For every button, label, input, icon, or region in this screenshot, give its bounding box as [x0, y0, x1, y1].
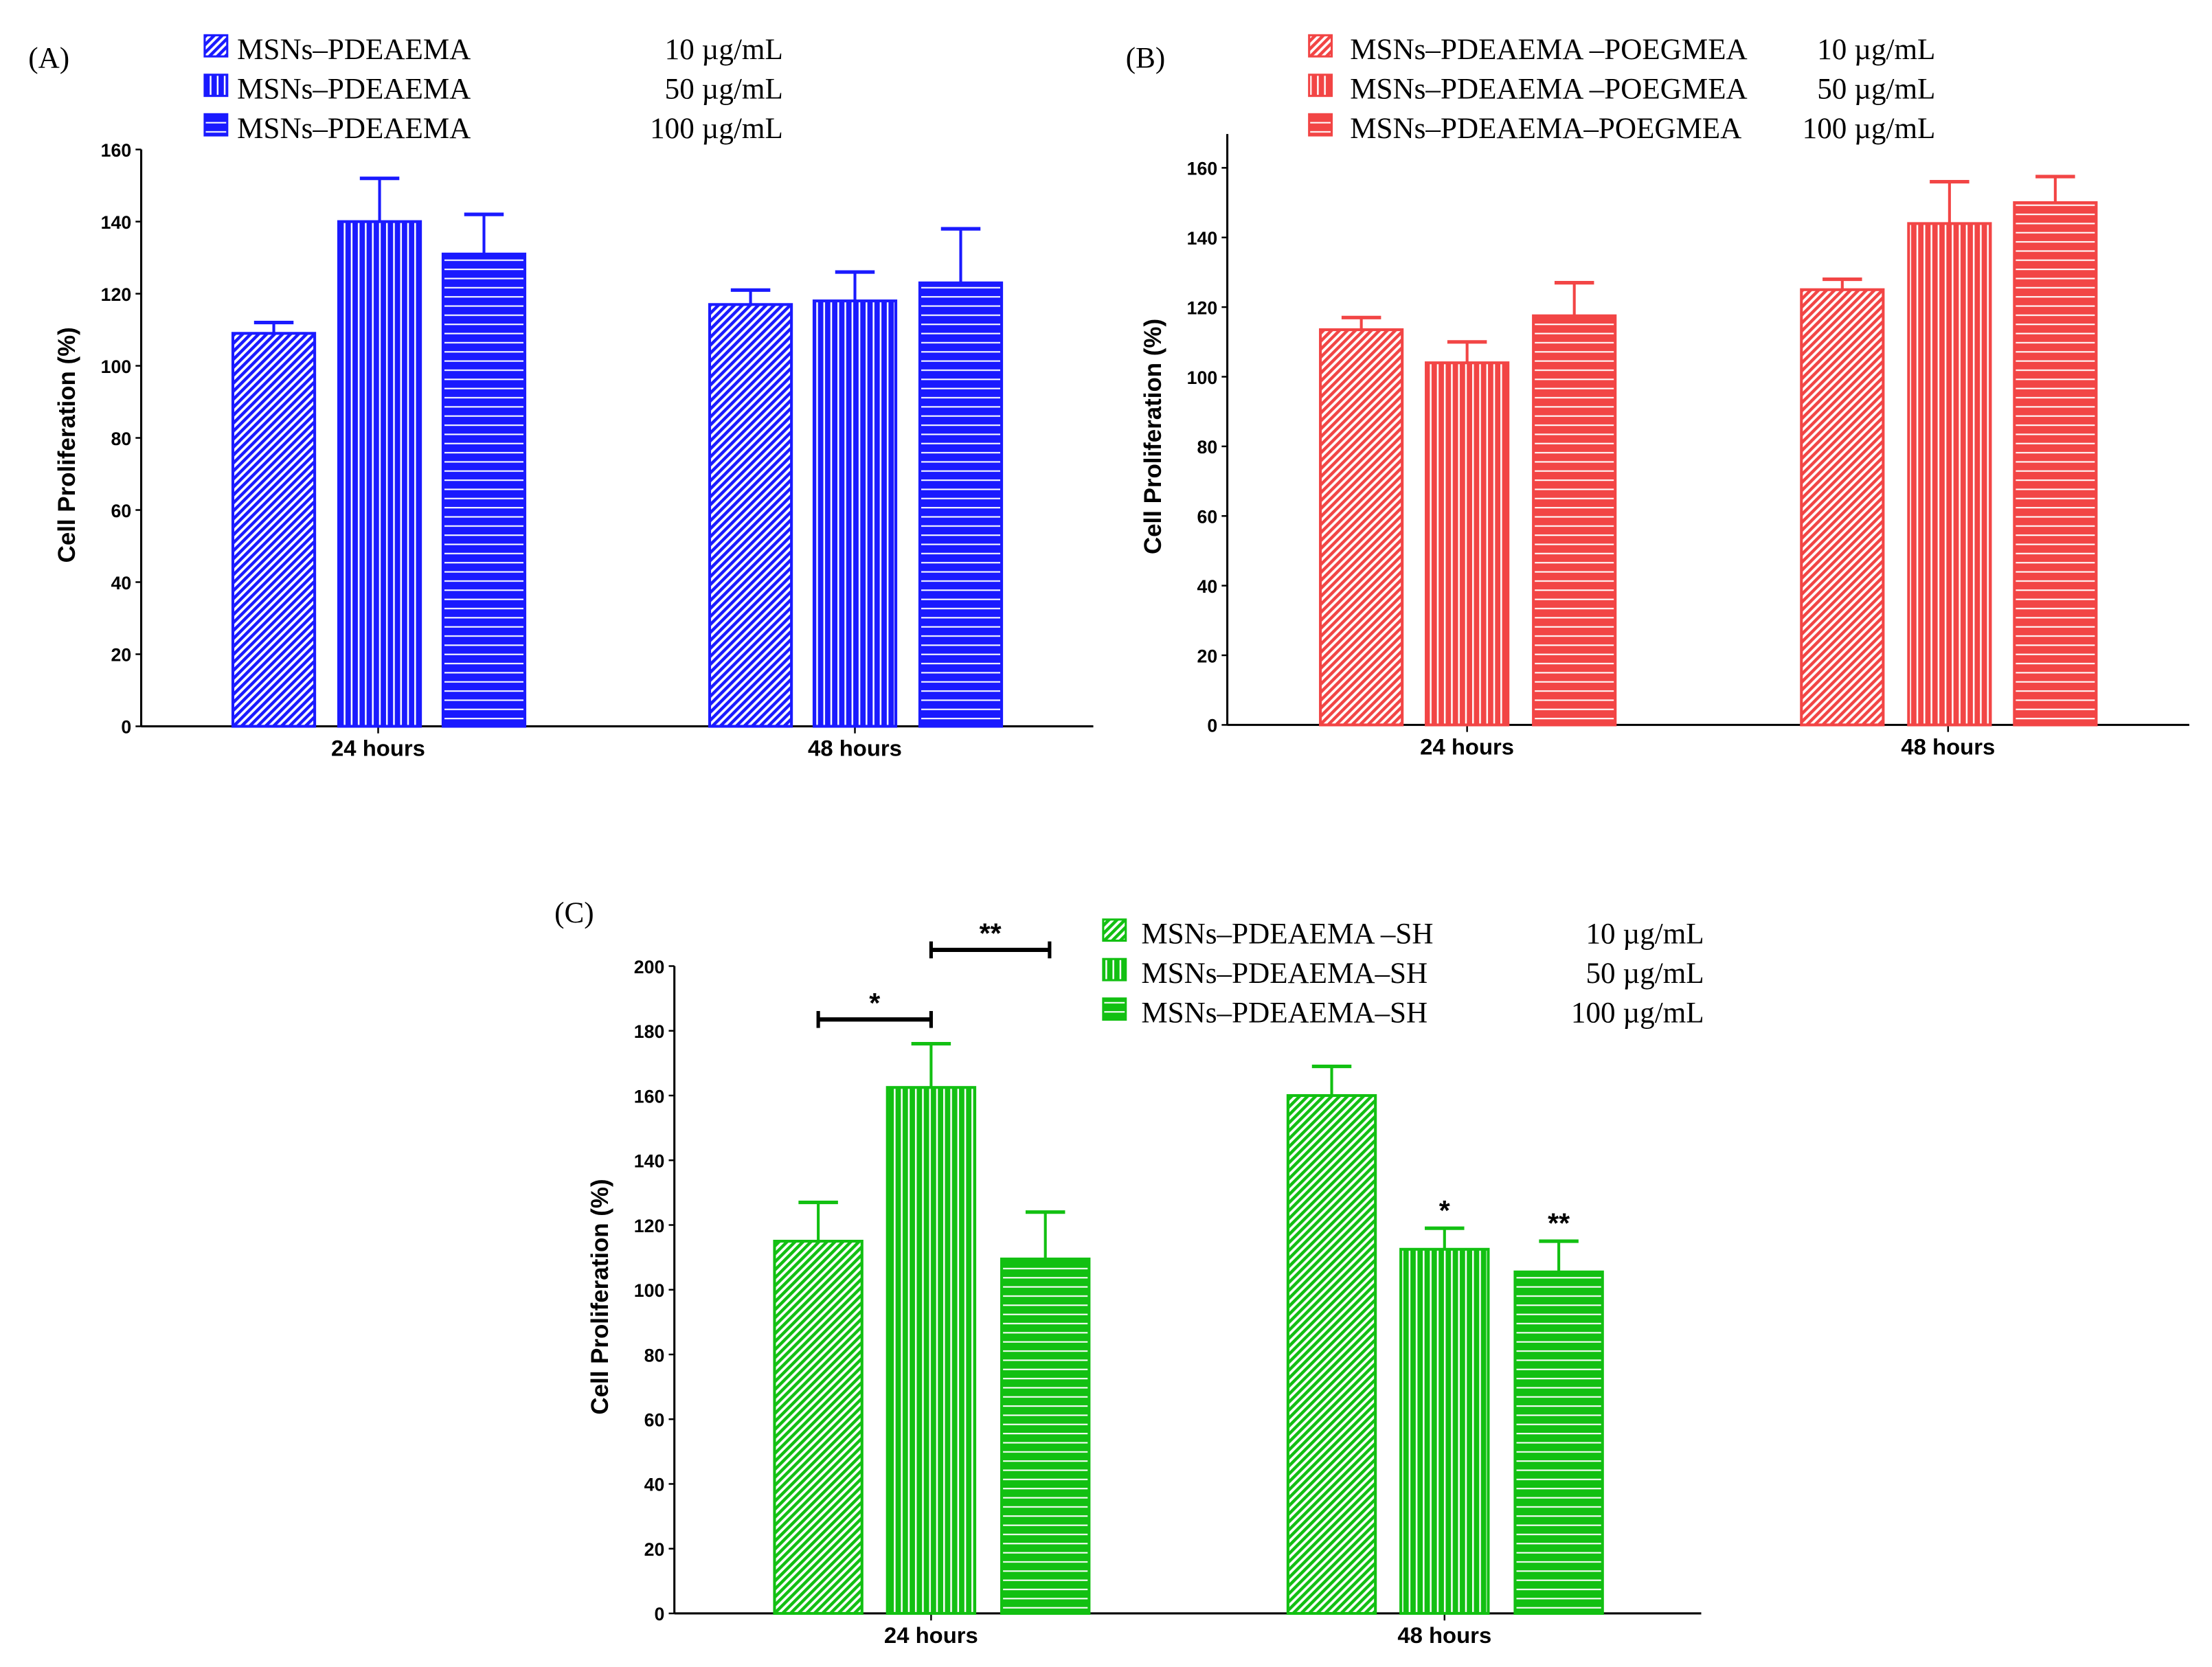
y-tick-label: 100: [101, 356, 132, 377]
legend-concentration: 10 µg/mL: [665, 34, 783, 66]
bar-vertical-1: [1907, 222, 1992, 727]
legend-concentration: 100 µg/mL: [650, 113, 783, 145]
bar-horizontal-1: [2013, 201, 2098, 727]
legend-label: MSNs–PDEAEMA –SH: [1141, 918, 1433, 951]
y-axis-title: Cell Proliferation (%): [1140, 319, 1166, 554]
y-tick-label: 160: [634, 1086, 665, 1107]
legend-concentration: 50 µg/mL: [1817, 73, 1935, 106]
y-tick-label: 160: [1187, 159, 1218, 179]
y-tick-label: 120: [1187, 297, 1218, 318]
legend-concentration: 10 µg/mL: [1585, 918, 1704, 951]
bar-vertical-0: [885, 1086, 977, 1615]
x-tick-label: 48 hours: [1397, 1622, 1491, 1648]
bar-diagonal-0: [231, 332, 317, 728]
y-tick-label: 120: [634, 1216, 665, 1236]
y-tick-label: 120: [101, 284, 132, 305]
y-tick-label: 80: [1197, 437, 1218, 457]
legend-swatch-vertical: [1102, 957, 1127, 982]
bar-diagonal-0: [773, 1240, 864, 1615]
x-tick-label: 24 hours: [884, 1622, 978, 1648]
legend-concentration: 100 µg/mL: [1571, 997, 1704, 1030]
bar-horizontal-0: [1000, 1257, 1091, 1615]
y-tick-label: 140: [634, 1151, 665, 1172]
x-tick-label: 48 hours: [808, 736, 902, 761]
bar-horizontal-1: [918, 281, 1004, 728]
y-tick-label: 140: [1187, 228, 1218, 249]
y-tick-label: 0: [121, 717, 131, 738]
bar-horizontal-0: [1532, 314, 1617, 727]
bar-vertical-0: [1425, 361, 1510, 727]
y-tick-label: 40: [111, 573, 131, 593]
legend-label: MSNs–PDEAEMA –POEGMEA: [1350, 73, 1747, 106]
legend-label: MSNs–PDEAEMA: [237, 73, 471, 106]
y-axis-title: Cell Proliferation (%): [54, 327, 80, 563]
legend-concentration: 100 µg/mL: [1803, 113, 1936, 145]
significance-label: *: [869, 987, 880, 1019]
legend-swatch-horizontal: [1308, 113, 1333, 137]
y-tick-label: 80: [111, 429, 131, 449]
legend-label: MSNs–PDEAEMA –POEGMEA: [1350, 34, 1747, 66]
x-tick-label: 24 hours: [1420, 734, 1514, 760]
panel-label: (A): [28, 43, 69, 75]
y-tick-label: 0: [1207, 716, 1217, 736]
legend-swatch-diagonal: [1308, 34, 1333, 58]
significance-star: *: [1439, 1194, 1450, 1226]
y-tick-label: 0: [654, 1604, 664, 1624]
legend-label: MSNs–PDEAEMA: [237, 34, 471, 66]
legend-swatch-horizontal: [203, 113, 229, 137]
y-tick-label: 60: [644, 1410, 665, 1431]
y-tick-label: 20: [1197, 646, 1218, 666]
panel-b-chart: (B) 0 20 40 60 80 100 120 140 160 Cell Proliferati…: [1126, 34, 2189, 760]
y-tick-label: 160: [101, 140, 132, 161]
panel-a-chart: (A) 0 20 40 60 80 100 120 140 160 Cell Proliferati…: [28, 34, 1094, 761]
x-tick-label: 24 hours: [331, 736, 425, 761]
legend-label: MSNs–PDEAEMA–SH: [1141, 997, 1427, 1030]
bar-diagonal-1: [1286, 1093, 1377, 1615]
y-tick-label: 180: [634, 1021, 665, 1042]
legend-concentration: 10 µg/mL: [1817, 34, 1935, 66]
bar-horizontal-1: [1513, 1270, 1604, 1615]
legend-concentration: 50 µg/mL: [665, 73, 783, 106]
legend-label: MSNs–PDEAEMA: [237, 113, 471, 145]
panel-label: (C): [554, 897, 594, 929]
significance-star: **: [1548, 1207, 1570, 1239]
bar-diagonal-0: [1319, 328, 1404, 727]
bar-horizontal-0: [441, 252, 527, 728]
y-tick-label: 40: [644, 1475, 665, 1495]
y-axis-title: Cell Proliferation (%): [587, 1179, 613, 1414]
y-tick-label: 100: [634, 1280, 665, 1301]
legend-swatch-vertical: [1308, 73, 1333, 98]
panel-c-chart: (C) 0 20 40 60 80 100 120 140 160 180 200 Cell Proli…: [554, 897, 1704, 1648]
bar-vertical-1: [812, 299, 898, 728]
legend-swatch-horizontal: [1102, 997, 1127, 1021]
y-tick-label: 20: [111, 645, 131, 666]
x-tick-label: 48 hours: [1901, 734, 1995, 760]
panel-label: (B): [1126, 43, 1165, 75]
bar-vertical-1: [1399, 1247, 1490, 1615]
y-tick-label: 60: [111, 501, 131, 521]
y-tick-label: 100: [1187, 367, 1218, 388]
legend-swatch-diagonal: [1102, 918, 1127, 942]
y-tick-label: 40: [1197, 576, 1218, 597]
bar-vertical-0: [337, 220, 422, 728]
y-tick-label: 200: [634, 957, 665, 977]
legend-concentration: 50 µg/mL: [1585, 957, 1704, 990]
y-tick-label: 80: [644, 1345, 665, 1365]
legend-label: MSNs–PDEAEMA–SH: [1141, 957, 1427, 990]
bar-diagonal-1: [1800, 288, 1885, 727]
y-tick-label: 60: [1197, 507, 1218, 528]
bar-diagonal-1: [708, 303, 793, 728]
y-tick-label: 140: [101, 212, 132, 233]
legend-label: MSNs–PDEAEMA–POEGMEA: [1350, 113, 1741, 145]
significance-label: **: [980, 918, 1002, 949]
y-tick-label: 20: [644, 1539, 665, 1560]
legend-swatch-diagonal: [203, 34, 229, 58]
legend-swatch-vertical: [203, 73, 229, 98]
